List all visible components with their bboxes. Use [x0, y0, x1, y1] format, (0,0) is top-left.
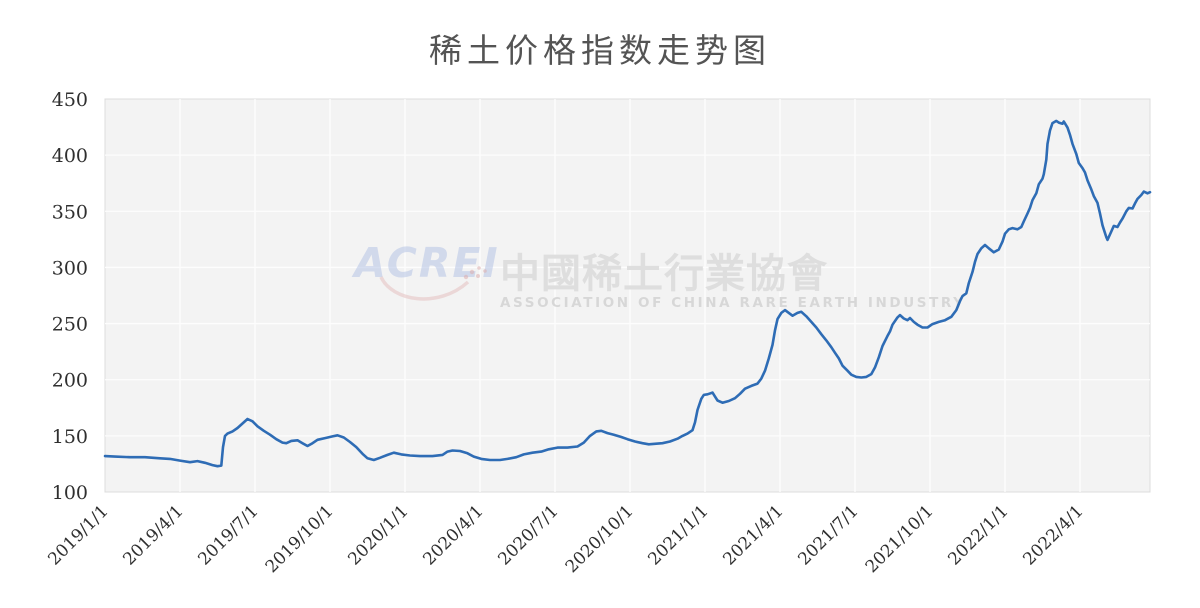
- y-axis-tick-label: 300: [52, 257, 88, 279]
- y-axis-tick-label: 350: [52, 201, 88, 223]
- watermark-dot-icon: [477, 266, 481, 270]
- watermark-swoosh-icon: [379, 276, 470, 301]
- watermark-cn-name: 中國稀土行業協會: [500, 250, 828, 297]
- watermark-dot-icon: [469, 269, 475, 275]
- x-axis-tick-label: 2021/7/1: [794, 501, 862, 569]
- data-line-layer: [103, 119, 1152, 468]
- y-axis-tick-label: 200: [52, 370, 88, 392]
- x-axis-tick-label: 2021/4/1: [719, 501, 787, 569]
- x-axis-tick-label: 2022/4/1: [1019, 501, 1087, 569]
- watermark: ACREI 中國稀土行業協會 ASSOCIATION OF CHINA RARE…: [351, 239, 966, 311]
- x-axis-tick-label: 2020/1/1: [344, 501, 412, 569]
- plot-panel: [104, 98, 1151, 493]
- watermark-dot-icon: [463, 274, 469, 280]
- watermark-dot-icon: [476, 274, 480, 278]
- y-axis-tick-label: 250: [52, 314, 88, 336]
- x-axis-tick-label: 2022/1/1: [944, 501, 1012, 569]
- watermark-acrei-logo-text: ACREI: [351, 239, 499, 287]
- plot-panel-layer: [104, 98, 1151, 493]
- x-axis-tick-label: 2019/10/1: [262, 501, 338, 577]
- chart-title: 稀土价格指数走势图: [429, 31, 771, 70]
- x-axis-tick-label: 2019/4/1: [119, 501, 187, 569]
- watermark-dot-icon: [483, 269, 487, 273]
- y-axis-tick-label: 150: [52, 426, 88, 448]
- x-axis-tick-label: 2021/10/1: [862, 501, 938, 577]
- y-axis-tick-label: 400: [52, 145, 88, 167]
- price-index-line: [103, 119, 1152, 468]
- x-axis-tick-label: 2021/1/1: [644, 501, 712, 569]
- x-axis-tick-label: 2020/4/1: [419, 501, 487, 569]
- y-axis-tick-label: 100: [52, 482, 88, 504]
- x-axis-tick-label: 2019/1/1: [44, 501, 112, 569]
- gridline-layer: [105, 99, 1150, 492]
- watermark-en-name: ASSOCIATION OF CHINA RARE EARTH INDUSTRY: [500, 295, 966, 311]
- y-axis-tick-label: 450: [52, 89, 88, 111]
- x-axis-tick-label: 2020/7/1: [494, 501, 562, 569]
- x-axis-tick-label: 2020/10/1: [562, 501, 638, 577]
- x-axis-tick-label: 2019/7/1: [194, 501, 262, 569]
